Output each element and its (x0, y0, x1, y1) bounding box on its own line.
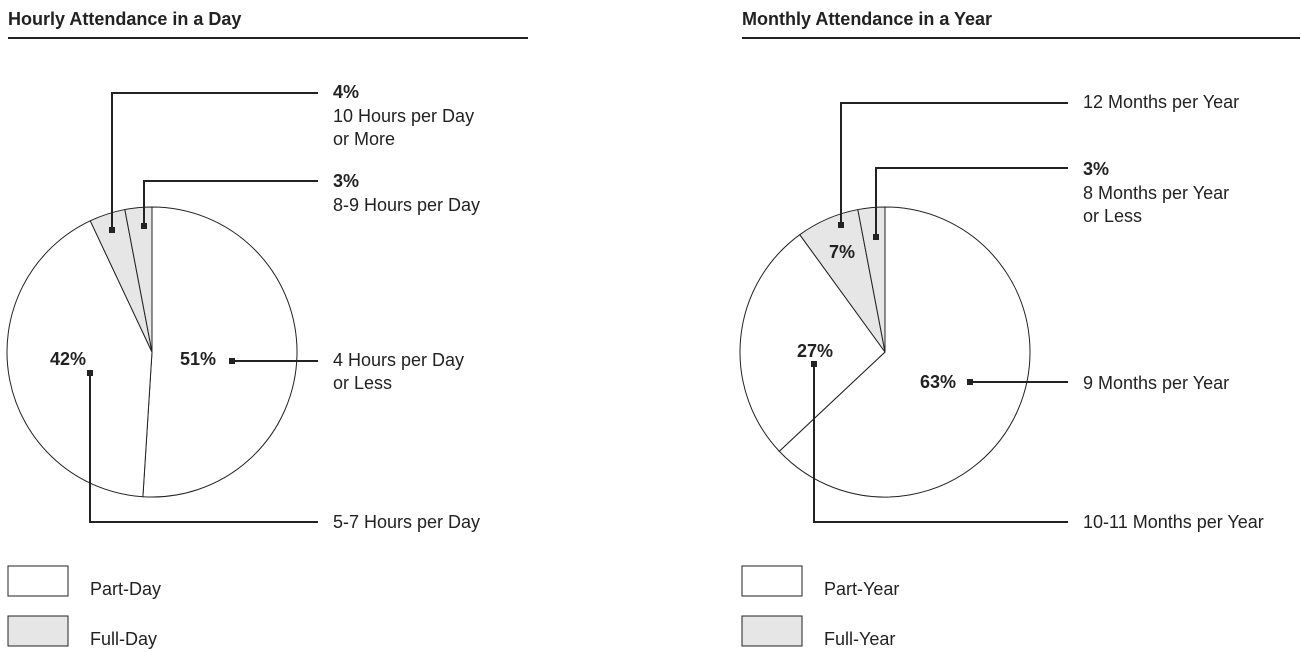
leader-dot (141, 223, 147, 229)
percent-label: 3% (1083, 159, 1109, 179)
slice-label: 9 Months per Year (1083, 373, 1230, 393)
leader-dot (87, 370, 93, 376)
slice-label: 10 Hours per Day or More (333, 106, 475, 149)
percent-label: 4% (333, 82, 359, 102)
legend-swatch (741, 615, 803, 647)
slice-label: 10-11 Months per Year (1083, 512, 1264, 532)
pie-slice (124, 206, 153, 353)
leader-line (840, 102, 1068, 225)
legend-swatch (741, 565, 803, 597)
pie-slice (739, 233, 886, 452)
leader-dot (838, 222, 844, 228)
legend-label: Full-Year (824, 629, 895, 649)
pie-slice (857, 206, 886, 353)
percent-label: 63% (920, 372, 956, 392)
pie-slice (142, 206, 298, 498)
leader-dot (811, 361, 817, 367)
percent-label: 51% (180, 349, 216, 369)
percent-label: 3% (333, 171, 359, 191)
percent-label: 42% (50, 349, 86, 369)
leader-line (89, 373, 318, 523)
pie-slice (778, 206, 1031, 498)
slice-label: 12 Months per Year (1083, 92, 1240, 112)
leader-line (875, 167, 1068, 237)
legend-label: Full-Day (90, 629, 157, 649)
leader-dot (229, 358, 235, 364)
legend-swatch (7, 615, 69, 647)
leader-dot (967, 379, 973, 385)
slice-label: 4 Hours per Day or Less (333, 350, 465, 393)
slice-label: 5-7 Hours per Day (333, 512, 481, 532)
leader-line (111, 92, 318, 230)
chart-title: Hourly Attendance in a Day (8, 9, 241, 29)
legend-label: Part-Year (824, 579, 899, 599)
percent-label: 7% (829, 242, 855, 262)
legend-label: Part-Day (90, 579, 161, 599)
leader-dot (873, 234, 879, 240)
leader-line (143, 180, 318, 226)
leader-dot (109, 227, 115, 233)
pie-slice (6, 220, 153, 498)
legend-swatch (7, 565, 69, 597)
chart-title: Monthly Attendance in a Year (742, 9, 992, 29)
percent-label: 27% (797, 341, 833, 361)
leader-line (813, 364, 1068, 523)
slice-label: 8 Months per Year or Less (1083, 183, 1230, 226)
slice-label: 8-9 Hours per Day (333, 195, 481, 215)
